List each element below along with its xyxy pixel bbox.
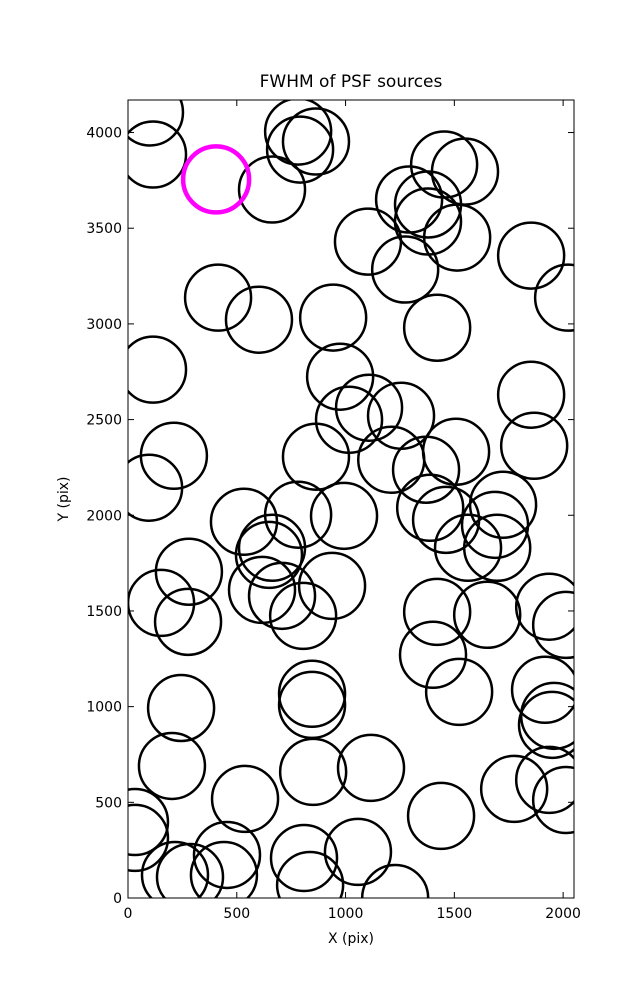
source-circle <box>370 235 440 304</box>
source-circle <box>323 817 393 887</box>
source-circle <box>462 513 532 583</box>
source-circle <box>268 581 338 651</box>
source-circle <box>514 572 574 641</box>
source-circle <box>391 435 461 504</box>
chart-title: FWHM of PSF sources <box>260 72 443 92</box>
source-circle <box>281 422 351 491</box>
source-circle <box>153 587 223 657</box>
source-circle <box>496 360 566 429</box>
source-circle <box>189 840 259 898</box>
source-circle <box>309 481 379 551</box>
source-circle <box>146 673 216 743</box>
y-tick-label: 1000 <box>86 700 122 716</box>
source-circle <box>278 737 348 807</box>
y-tick-label: 2500 <box>86 413 122 429</box>
source-circle <box>275 850 345 898</box>
y-tick-label: 3500 <box>86 221 122 237</box>
y-axis-label: Y (pix) <box>56 477 72 523</box>
x-tick-label: 1000 <box>328 906 364 922</box>
axes-frame <box>127 99 575 899</box>
source-circle <box>137 731 207 801</box>
source-circle <box>128 120 188 189</box>
source-circle <box>452 580 522 650</box>
source-circle <box>192 820 262 890</box>
source-circle <box>360 863 430 898</box>
source-circle <box>334 373 404 442</box>
source-circle <box>183 263 253 332</box>
source-circle <box>237 155 307 224</box>
source-circle <box>298 283 368 352</box>
source-circle <box>269 823 339 893</box>
source-circle <box>155 842 225 898</box>
source-circle <box>356 425 426 495</box>
x-tick-label: 1500 <box>437 906 473 922</box>
source-circle <box>398 620 468 690</box>
source-circle <box>128 453 184 522</box>
x-axis-label: X (pix) <box>328 931 374 947</box>
source-circle <box>237 513 307 583</box>
source-circle <box>154 537 224 606</box>
source-circle <box>180 144 252 215</box>
source-circle <box>297 551 367 621</box>
source-circle <box>128 335 188 404</box>
source-circle <box>424 657 494 727</box>
source-circle <box>336 733 406 803</box>
x-tick-label: 500 <box>223 906 250 922</box>
source-circle <box>531 765 574 835</box>
source-circle <box>305 342 375 411</box>
source-circle <box>128 787 170 857</box>
source-circle <box>402 293 472 362</box>
source-circle <box>395 473 465 543</box>
plot-area <box>128 100 574 898</box>
source-circle <box>263 100 333 166</box>
x-tick-label: 2000 <box>545 906 581 922</box>
source-circle <box>128 803 170 873</box>
y-tick-label: 0 <box>113 891 122 907</box>
source-circle <box>333 207 403 276</box>
source-circle <box>281 107 351 176</box>
source-circle <box>128 100 185 147</box>
source-circle <box>422 203 492 272</box>
source-circle <box>514 745 574 815</box>
source-circle <box>496 221 566 290</box>
source-circle <box>224 285 294 354</box>
source-circle <box>433 513 503 583</box>
source-circle <box>406 781 476 851</box>
y-tick-label: 1500 <box>86 604 122 620</box>
source-circle <box>531 590 574 660</box>
source-circle <box>265 115 335 184</box>
source-circle <box>499 411 569 481</box>
source-circle <box>234 520 304 590</box>
source-circle <box>277 659 347 729</box>
y-tick-label: 500 <box>95 795 122 811</box>
source-circle <box>479 754 549 824</box>
source-circle <box>517 690 574 760</box>
source-circle <box>140 840 210 898</box>
source-circle <box>210 764 280 834</box>
source-circle <box>460 490 530 560</box>
x-tick-label: 0 <box>124 906 133 922</box>
y-tick-label: 4000 <box>86 126 122 142</box>
y-tick-label: 3000 <box>86 317 122 333</box>
source-circle <box>510 655 574 725</box>
source-circle <box>247 561 317 631</box>
source-circle <box>533 263 574 332</box>
y-tick-label: 2000 <box>86 508 122 524</box>
source-circle <box>402 577 472 647</box>
